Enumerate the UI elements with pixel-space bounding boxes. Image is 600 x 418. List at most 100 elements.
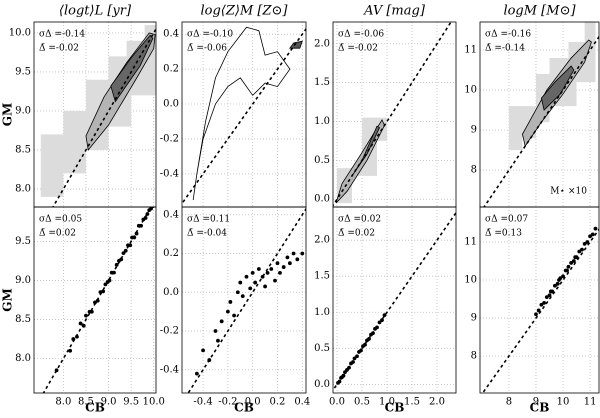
panel-title: log⟨Z⟩M [Z⊙]	[201, 4, 289, 19]
data-point	[114, 262, 119, 267]
x-axis-label: CB	[234, 401, 254, 415]
y-tick-label: 9.0	[15, 275, 31, 286]
y-tick-label: 9	[471, 125, 477, 136]
data-point	[555, 281, 560, 286]
x-tick-label: 2.0	[429, 397, 445, 408]
y-axis-label: GM	[1, 103, 15, 127]
x-tick-label: 0.0	[245, 397, 261, 408]
x-tick-label: -0.2	[218, 397, 237, 408]
data-point	[295, 257, 300, 262]
plot-area	[34, 22, 156, 207]
density-region	[289, 40, 303, 49]
one-to-one-line	[333, 22, 452, 207]
stat-annotation: σΔ =0.05	[39, 215, 82, 225]
panel-frame	[181, 206, 307, 394]
data-point	[213, 329, 218, 333]
stat-annotation: σΔ =0.11	[187, 215, 230, 225]
panel: 8 9 10 11 8 9 10 11 σΔ =0.07 Δ̄ =0.13 CB	[464, 206, 600, 415]
one-to-one-line	[187, 207, 306, 393]
x-tick-label: -0.4	[193, 397, 212, 408]
y-tick-label: 1.5	[314, 271, 330, 282]
x-tick-label: 8.0	[55, 397, 71, 408]
one-to-one-line	[481, 228, 599, 393]
y-tick-label: -0.4	[160, 168, 179, 179]
data-point	[574, 255, 579, 260]
stat-annotation: Δ̄ =0.02	[338, 229, 375, 239]
one-to-one-line	[483, 35, 599, 207]
data-point	[590, 232, 595, 237]
y-tick-label: 8.5	[15, 314, 31, 325]
panel-title: AV [mag]	[363, 4, 426, 19]
one-to-one-line	[42, 207, 152, 393]
y-tick-label: 8	[471, 351, 477, 362]
y-tick-label: 9	[471, 313, 477, 324]
y-tick-label: 0.2	[163, 248, 179, 259]
y-tick-label: 0.2	[163, 64, 179, 75]
data-point	[580, 247, 584, 252]
y-tick-label: 10	[464, 275, 477, 286]
y-tick-label: 0.5	[314, 343, 330, 354]
panel: -0.4 -0.2 0.0 0.2 0.4 σΔ =-0.10 Δ̄ =-0.06 log⟨Z…	[160, 4, 307, 208]
data-point	[544, 295, 549, 300]
data-point	[539, 302, 544, 307]
x-tick-label: 9.5	[123, 397, 139, 408]
density-region	[192, 26, 291, 201]
data-point	[582, 241, 587, 246]
data-point	[269, 267, 274, 271]
panel: 0.0 0.5 1.0 1.5 2.0 0.0 0.5 1.0 1.5 2.0 σΔ =0.02 Δ̄…	[314, 206, 457, 415]
y-tick-label: 9.5	[15, 236, 31, 247]
y-tick-label: 10.0	[9, 27, 31, 38]
density-region	[540, 65, 575, 111]
data-point	[235, 290, 240, 295]
data-point	[151, 207, 155, 209]
stat-annotation: Δ̄ =-0.04	[187, 229, 227, 239]
stat-annotation: Δ̄ =-0.02	[338, 44, 378, 54]
x-tick-label: 0.5	[354, 397, 370, 408]
panel-title: ⟨logt⟩L [yr]	[59, 4, 132, 19]
data-point	[558, 276, 563, 281]
x-tick-label: 0.4	[294, 397, 310, 408]
y-tick-label: 0.4	[163, 209, 179, 220]
y-tick-label: 1.0	[314, 307, 330, 318]
x-tick-label: 9.0	[101, 397, 117, 408]
plot-area	[34, 207, 156, 393]
data-point	[553, 283, 557, 288]
x-tick-label: 9	[533, 397, 539, 408]
data-point	[382, 313, 387, 318]
data-point	[577, 249, 582, 254]
x-tick-label: 8.5	[78, 397, 94, 408]
stat-annotation: σΔ =-0.10	[187, 30, 233, 40]
x-tick-label: 0.2	[270, 397, 286, 408]
data-point	[253, 280, 258, 285]
plot-area	[480, 22, 599, 207]
stat-annotation: Δ̄ =-0.06	[187, 44, 227, 54]
data-point	[561, 274, 565, 279]
y-tick-label: 11	[464, 236, 477, 247]
stat-annotation: σΔ =0.07	[485, 215, 528, 225]
data-point	[216, 338, 220, 343]
y-tick-label: 0.0	[314, 194, 330, 205]
y-tick-label: 0.0	[163, 287, 179, 298]
y-tick-label: 10	[464, 85, 477, 96]
data-point	[536, 308, 541, 313]
plot-area	[182, 22, 306, 207]
data-point	[250, 270, 255, 275]
data-point	[278, 270, 282, 275]
y-tick-label: 0.0	[314, 379, 330, 390]
plot-area	[182, 207, 306, 393]
stat-annotation: Δ̄ =-0.02	[39, 44, 79, 54]
y-tick-label: 2.0	[314, 38, 330, 49]
data-point	[275, 261, 280, 266]
x-axis-label: CB	[85, 401, 105, 415]
data-point	[534, 312, 538, 317]
y-tick-label: 0.4	[163, 29, 179, 40]
x-axis-label: CB	[385, 401, 405, 415]
panel: -0.4 -0.2 0.0 0.2 0.4 -0.4 -0.2 0.0 0.2 0.4 σΔ =0.…	[160, 206, 310, 415]
stat-annotation: σΔ =-0.06	[338, 30, 384, 40]
data-point	[585, 240, 590, 244]
density-region	[351, 125, 381, 177]
data-point	[89, 309, 94, 314]
plot-area	[333, 207, 456, 393]
data-point	[101, 289, 106, 294]
